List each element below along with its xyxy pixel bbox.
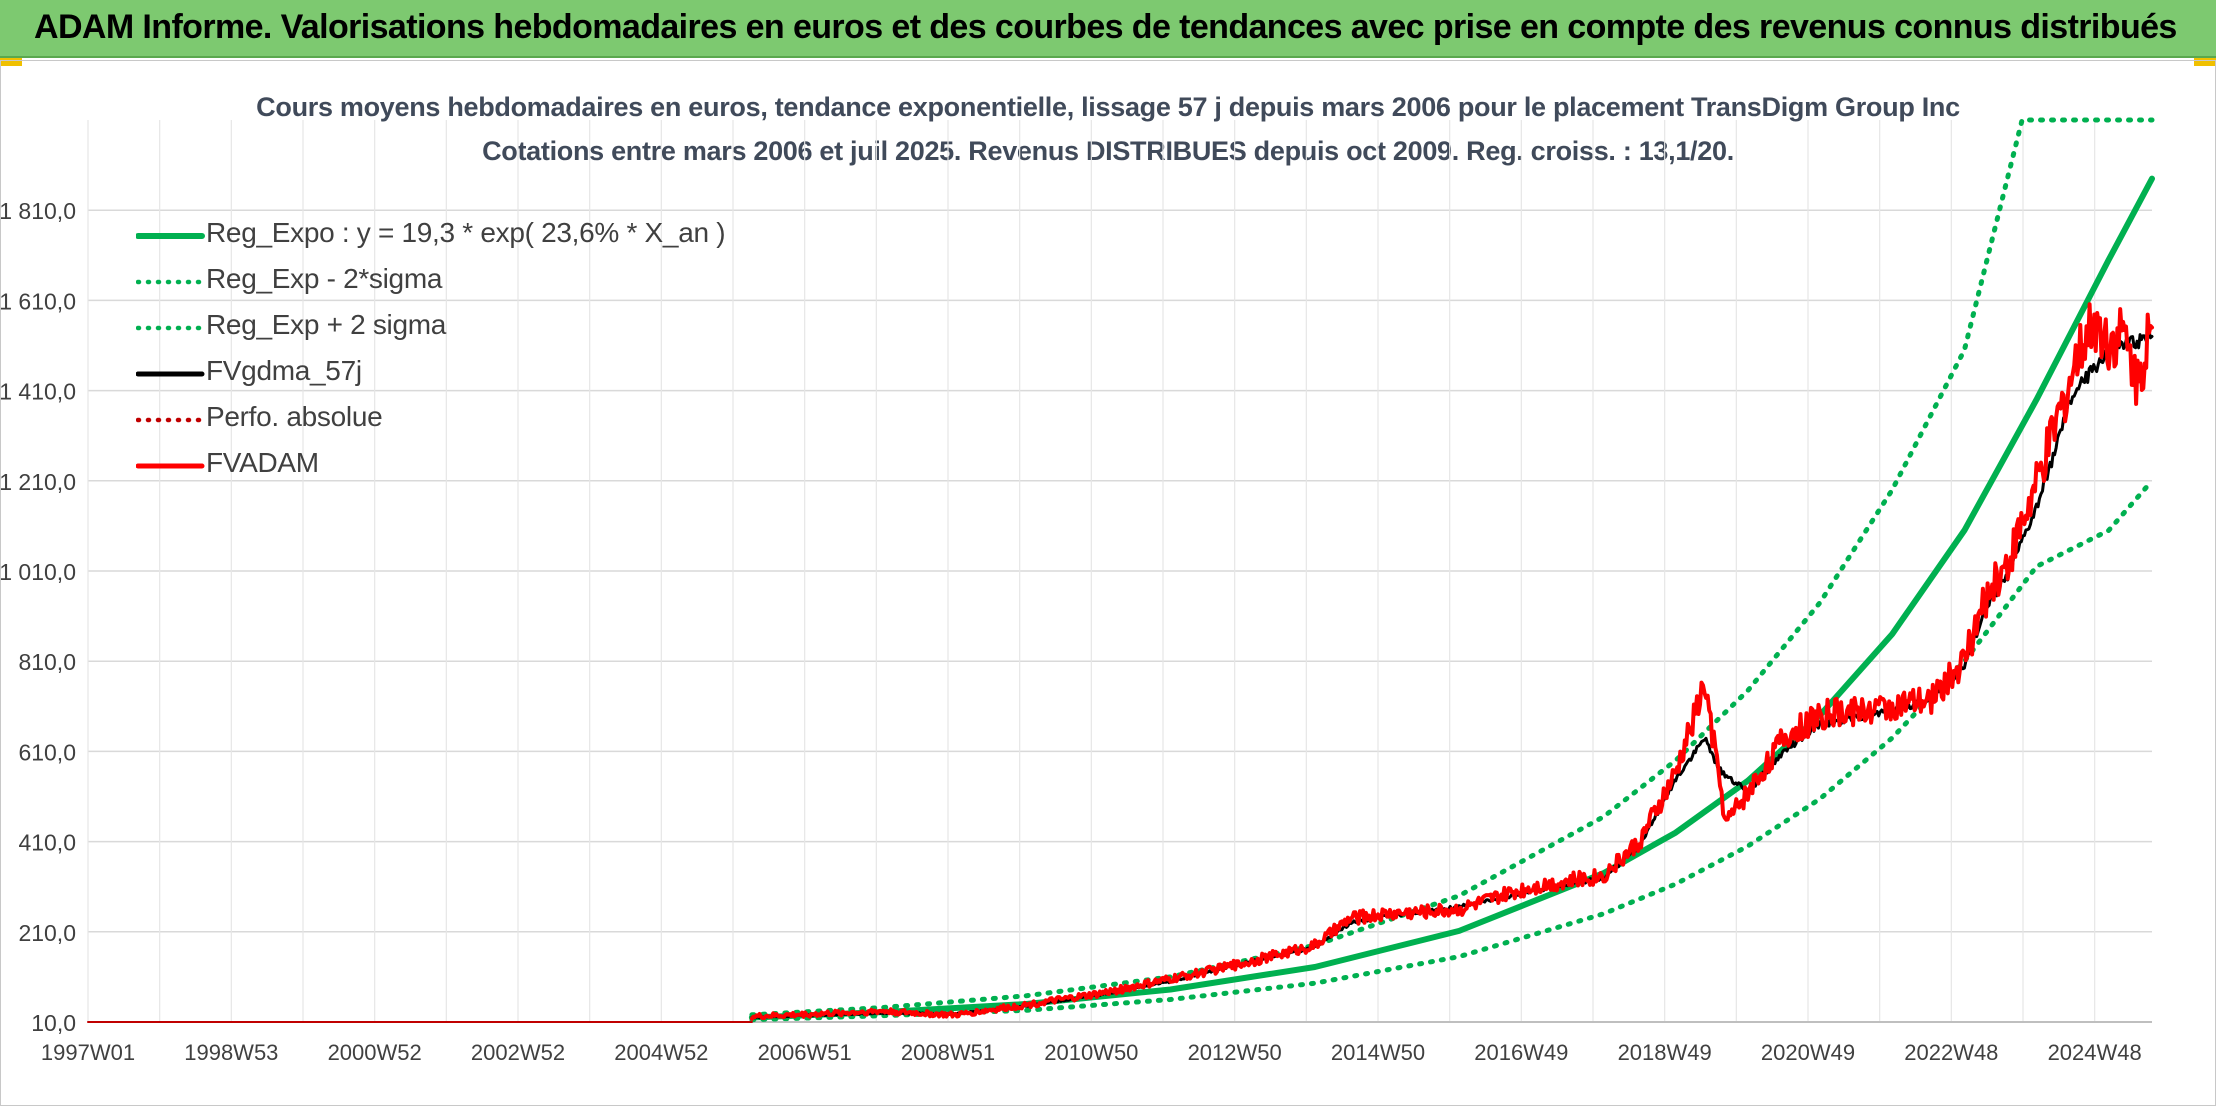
- legend-label: FVgdma_57j: [206, 355, 362, 386]
- series-reg-exp-plus-2-sigma: [749, 117, 2155, 1018]
- legend-swatch: [136, 233, 205, 239]
- legend-item: Reg_Exp - 2*sigma: [0, 262, 760, 302]
- x-tick-label: 2002W52: [471, 1040, 565, 1065]
- legend-item: Reg_Exp + 2 sigma: [0, 308, 760, 348]
- legend-swatch: [136, 371, 205, 377]
- series-fvgdma-57j: [750, 329, 2154, 1020]
- chart-title: Cours moyens hebdomadaires en euros, ten…: [256, 92, 1960, 122]
- legend-swatch: [136, 417, 205, 423]
- y-tick-label: 1 810,0: [0, 198, 76, 224]
- legend-label: Reg_Exp + 2 sigma: [206, 309, 447, 340]
- x-tick-label: 2018W49: [1618, 1040, 1712, 1065]
- x-tick-label: 2000W52: [328, 1040, 422, 1065]
- x-tick-label: 1998W53: [184, 1040, 278, 1065]
- x-tick-label: 2020W49: [1761, 1040, 1855, 1065]
- y-tick-label: 1 010,0: [0, 559, 76, 585]
- legend-item: FVgdma_57j: [0, 354, 760, 394]
- x-tick-label: 2016W49: [1474, 1040, 1568, 1065]
- y-tick-label: 1 410,0: [0, 379, 76, 405]
- x-tick-label: 2024W48: [2048, 1040, 2142, 1065]
- legend-swatch: [136, 325, 205, 331]
- legend-item: FVADAM: [0, 446, 760, 486]
- report-banner: ADAM Informe. Valorisations hebdomadaire…: [0, 0, 2216, 58]
- y-tick-label: 1 610,0: [0, 288, 76, 314]
- legend-label: FVADAM: [206, 447, 319, 478]
- x-tick-label: 2006W51: [758, 1040, 852, 1065]
- legend-swatch: [136, 463, 205, 469]
- corner-marker-right: [2194, 58, 2216, 66]
- series-reg-exp-minus-2-sigma: [749, 478, 2155, 1023]
- legend-label: Reg_Exp - 2*sigma: [206, 263, 443, 294]
- y-tick-label: 810,0: [18, 649, 76, 675]
- x-tick-label: 2022W48: [1904, 1040, 1998, 1065]
- series-lines: [87, 117, 2155, 1023]
- axis-labels: 10,0 210,0 410,0 610,0 810,0 1 010,0 1 210,0 1 …: [0, 198, 2142, 1065]
- legend-item: Reg_Expo : y = 19,3 * exp( 23,6% * X_an …: [0, 216, 760, 256]
- series-fvadam: [749, 302, 2154, 1021]
- y-tick-label: 10,0: [31, 1010, 76, 1036]
- legend-label: Perfo. absolue: [206, 401, 383, 432]
- legend-swatch: [136, 279, 205, 285]
- x-tick-label: 1997W01: [41, 1040, 135, 1065]
- series-reg-expo: [748, 175, 2155, 1021]
- legend-label: Reg_Expo : y = 19,3 * exp( 23,6% * X_an …: [206, 217, 726, 248]
- y-tick-label: 410,0: [18, 830, 76, 856]
- y-tick-label: 210,0: [18, 920, 76, 946]
- grid-lines: [87, 120, 2152, 1023]
- x-tick-label: 2008W51: [901, 1040, 995, 1065]
- chart-subtitle: Cotations entre mars 2006 et juil 2025. …: [482, 136, 1734, 166]
- corner-marker-left: [0, 58, 22, 66]
- x-tick-label: 2012W50: [1188, 1040, 1282, 1065]
- x-tick-label: 2014W50: [1331, 1040, 1425, 1065]
- x-tick-label: 2004W52: [614, 1040, 708, 1065]
- y-tick-label: 610,0: [18, 739, 76, 765]
- banner-title: ADAM Informe. Valorisations hebdomadaire…: [34, 8, 2177, 46]
- x-tick-label: 2010W50: [1044, 1040, 1138, 1065]
- legend-item: Perfo. absolue: [0, 400, 760, 440]
- y-tick-label: 1 210,0: [0, 469, 76, 495]
